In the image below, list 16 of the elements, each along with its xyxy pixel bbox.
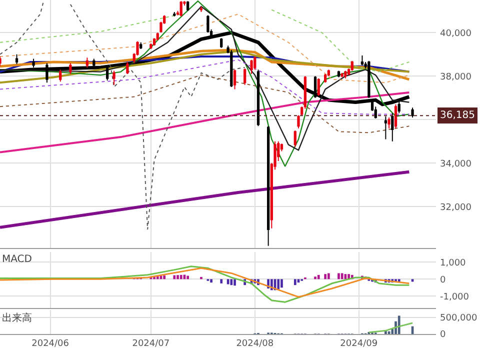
y-tick-label: 0	[440, 275, 446, 286]
y-tick-label: 0	[440, 330, 446, 340]
y-tick-label: -1,000	[440, 292, 470, 302]
ref-line-label: 36,185	[440, 110, 475, 121]
x-tick-label: 2024/08	[236, 338, 274, 349]
annotation: 出来高	[2, 312, 32, 324]
y-tick-label: 32,000	[440, 202, 472, 213]
y-tick-label: 38,000	[440, 72, 472, 82]
y-tick-label: 500,000	[440, 313, 478, 324]
x-tick-label: 2024/06	[32, 338, 70, 349]
annotation: MACD	[2, 254, 32, 265]
y-tick-label: 1,000	[440, 258, 466, 268]
y-tick-label: 34,000	[440, 159, 472, 170]
y-tick-label: 40,000	[440, 28, 472, 39]
x-tick-label: 2024/07	[132, 338, 170, 349]
x-tick-label: 2024/09	[340, 338, 378, 349]
